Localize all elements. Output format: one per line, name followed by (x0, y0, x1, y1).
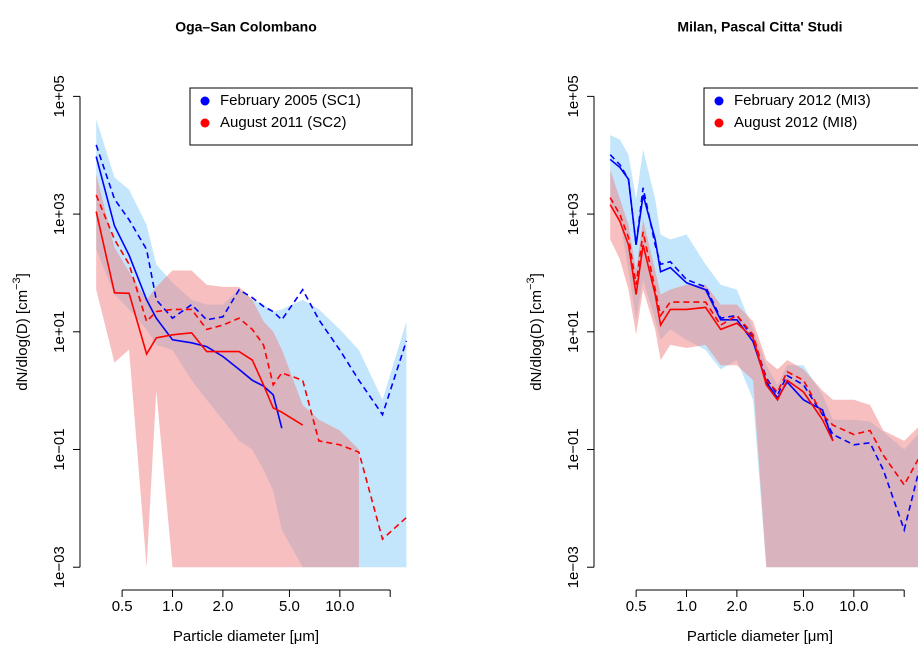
x-tick-label: 1.0 (162, 598, 183, 615)
legend-label: August 2012 (MI8) (734, 114, 857, 131)
mean-line (609, 154, 918, 533)
x-tick-label: 2.0 (212, 598, 233, 615)
x-tick-label: 0.5 (626, 598, 647, 615)
x-tick-label: 0.5 (112, 598, 133, 615)
x-tick-label: 1.0 (676, 598, 697, 615)
y-tick-label: 1e−01 (565, 428, 582, 470)
chart-title: Milan, Pascal Citta' Studi (677, 19, 842, 35)
y-tick-label: 1e+01 (51, 311, 68, 353)
x-tick-label: 5.0 (793, 598, 814, 615)
y-tick-label: 1e+03 (51, 193, 68, 235)
legend-marker (714, 118, 724, 128)
y-tick-label: 1e−01 (51, 428, 68, 470)
mean-line (95, 144, 408, 417)
y-tick-label: 1e−03 (51, 546, 68, 588)
x-axis-label: Particle diameter [μm] (687, 628, 833, 645)
y-tick-label: 1e+05 (51, 75, 68, 117)
legend-marker (200, 96, 210, 106)
median-line (95, 156, 283, 429)
y-tick-label: 1e+03 (565, 193, 582, 235)
y-axis-label-part: −3 (11, 277, 23, 290)
range-band (96, 174, 359, 568)
median-line (95, 211, 304, 426)
mean-line (95, 194, 407, 541)
median-line (609, 204, 834, 442)
y-tick-label: 1e+01 (565, 311, 582, 353)
y-tick-label: 1e−03 (565, 546, 582, 588)
y-axis-label-part: −3 (525, 277, 537, 290)
legend-box (189, 87, 413, 146)
legend-marker (200, 118, 210, 128)
y-axis-label-part: ] (14, 273, 31, 277)
y-axis-label-part: dN/dlog(D) [cm (14, 290, 31, 391)
y-tick-label: 1e+05 (565, 75, 582, 117)
chart-title: Oga–San Colombano (175, 19, 317, 35)
y-axis-label-part: dN/dlog(D) [cm (528, 290, 545, 391)
legend-label: August 2011 (SC2) (220, 114, 346, 131)
x-tick-label: 10.0 (839, 598, 868, 615)
legend-box (703, 87, 918, 146)
legend-label: February 2005 (SC1) (220, 92, 361, 109)
legend-label: February 2012 (MI3) (734, 92, 871, 109)
y-axis-label: dN/dlog(D) [cm−3] (525, 273, 545, 391)
y-axis-label: dN/dlog(D) [cm−3] (11, 273, 31, 391)
x-tick-label: 5.0 (279, 598, 300, 615)
x-tick-label: 2.0 (726, 598, 747, 615)
range-band (610, 169, 918, 568)
legend-marker (714, 96, 724, 106)
x-tick-label: 10.0 (325, 598, 354, 615)
x-axis-label: Particle diameter [μm] (173, 628, 319, 645)
mean-line (609, 197, 918, 487)
y-axis-label-part: ] (528, 273, 545, 277)
